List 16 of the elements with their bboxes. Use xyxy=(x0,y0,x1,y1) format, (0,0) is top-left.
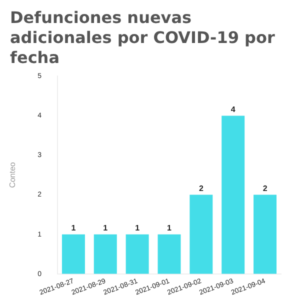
data-label: 1 xyxy=(135,224,140,233)
bar xyxy=(222,116,245,274)
data-label: 1 xyxy=(167,224,172,233)
data-label: 4 xyxy=(230,104,236,114)
bar xyxy=(94,234,117,274)
data-label: 1 xyxy=(71,224,76,233)
chart-title: Defunciones nuevas adicionales por COVID-19 por fecha xyxy=(9,7,276,67)
data-label: 2 xyxy=(198,184,204,193)
bar xyxy=(158,234,181,274)
y-axis-title: Conteo xyxy=(8,162,18,188)
bar xyxy=(126,234,149,274)
data-label: 1 xyxy=(103,224,108,233)
bar xyxy=(190,194,213,274)
data-label: 2 xyxy=(262,184,268,193)
bar xyxy=(62,234,85,274)
bar xyxy=(254,194,277,274)
